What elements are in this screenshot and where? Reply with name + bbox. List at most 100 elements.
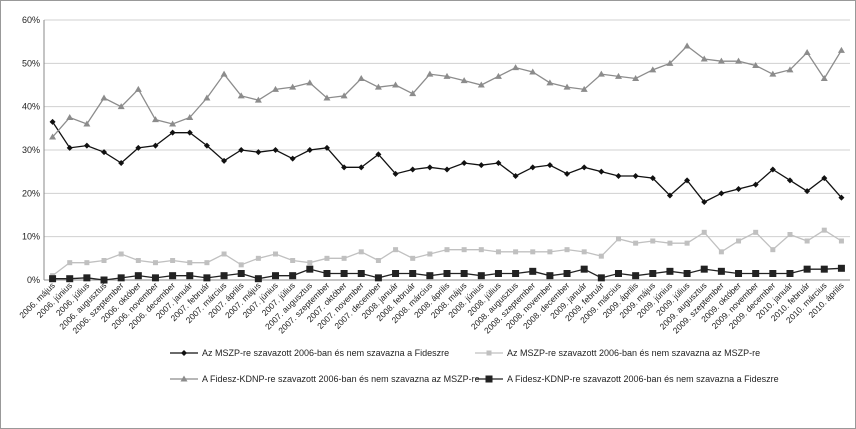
marker [598, 168, 605, 175]
marker [272, 272, 280, 280]
marker [289, 155, 296, 162]
marker [633, 240, 639, 246]
marker [546, 162, 553, 169]
marker [461, 160, 468, 166]
marker [67, 260, 73, 266]
marker [203, 142, 210, 149]
y-tick-label: 0% [27, 275, 40, 285]
marker [564, 247, 570, 253]
marker [546, 272, 554, 280]
legend-item: Az MSZP-re szavazott 2006-ban és nem sza… [475, 348, 760, 358]
marker [410, 255, 416, 261]
legend-label: Az MSZP-re szavazott 2006-ban és nem sza… [507, 348, 760, 358]
marker [170, 258, 176, 263]
marker [615, 173, 622, 179]
marker [530, 249, 536, 255]
series [49, 264, 845, 284]
marker [66, 275, 74, 283]
marker [152, 260, 158, 266]
marker [358, 249, 364, 255]
marker [152, 142, 159, 149]
marker [237, 270, 245, 277]
marker [306, 265, 314, 273]
legend-item: A Fidesz-KDNP-re szavazott 2006-ban és n… [170, 374, 480, 384]
marker [461, 247, 467, 253]
marker [632, 75, 640, 81]
marker [66, 114, 74, 120]
marker [820, 265, 828, 273]
marker [118, 160, 125, 166]
marker [460, 270, 468, 277]
marker [254, 275, 262, 283]
legend-label: A Fidesz-KDNP-re szavazott 2006-ban és n… [202, 374, 480, 384]
series [49, 118, 845, 205]
marker [666, 59, 674, 66]
marker [443, 270, 451, 277]
marker [700, 265, 708, 273]
marker [495, 160, 502, 166]
marker [513, 249, 519, 255]
marker [546, 79, 554, 86]
marker [238, 147, 245, 153]
marker [272, 147, 279, 153]
marker [752, 270, 760, 277]
marker [409, 166, 416, 173]
marker [632, 173, 639, 179]
marker [770, 247, 776, 253]
marker [632, 272, 640, 280]
marker [838, 194, 845, 201]
marker [357, 270, 365, 277]
marker [597, 70, 605, 77]
legend-item: A Fidesz-KDNP-re szavazott 2006-ban és n… [475, 374, 779, 384]
marker [186, 129, 193, 136]
marker [357, 75, 365, 81]
marker [666, 192, 673, 199]
marker [649, 270, 657, 277]
marker [683, 270, 691, 277]
marker [717, 267, 725, 275]
marker [374, 274, 382, 282]
marker [529, 164, 536, 171]
marker [49, 118, 56, 125]
marker [512, 270, 520, 277]
marker [341, 255, 347, 261]
marker [786, 66, 794, 73]
marker [649, 66, 657, 73]
marker [340, 270, 348, 277]
marker [409, 270, 417, 277]
marker [375, 151, 382, 158]
marker [512, 173, 519, 179]
marker [581, 249, 587, 255]
marker [340, 92, 348, 99]
marker [547, 249, 553, 255]
marker [289, 83, 297, 90]
marker [272, 85, 280, 92]
y-tick-label: 60% [22, 15, 40, 25]
marker [117, 274, 125, 282]
marker [580, 265, 588, 273]
marker [753, 229, 759, 235]
marker [478, 247, 484, 253]
marker [563, 270, 571, 277]
marker [220, 272, 228, 280]
marker [529, 267, 537, 275]
marker [49, 275, 57, 283]
marker [614, 270, 622, 277]
marker [117, 103, 125, 110]
marker [718, 249, 724, 255]
marker [786, 177, 793, 184]
marker [769, 270, 777, 277]
marker [838, 238, 844, 244]
marker [443, 72, 451, 79]
marker [393, 247, 399, 253]
legend-label: Az MSZP-re szavazott 2006-ban és nem sza… [202, 348, 449, 358]
marker [477, 272, 485, 280]
marker [83, 142, 90, 149]
marker [598, 253, 604, 259]
marker [649, 175, 656, 182]
marker [324, 255, 330, 261]
marker [486, 350, 492, 356]
marker [444, 247, 450, 253]
